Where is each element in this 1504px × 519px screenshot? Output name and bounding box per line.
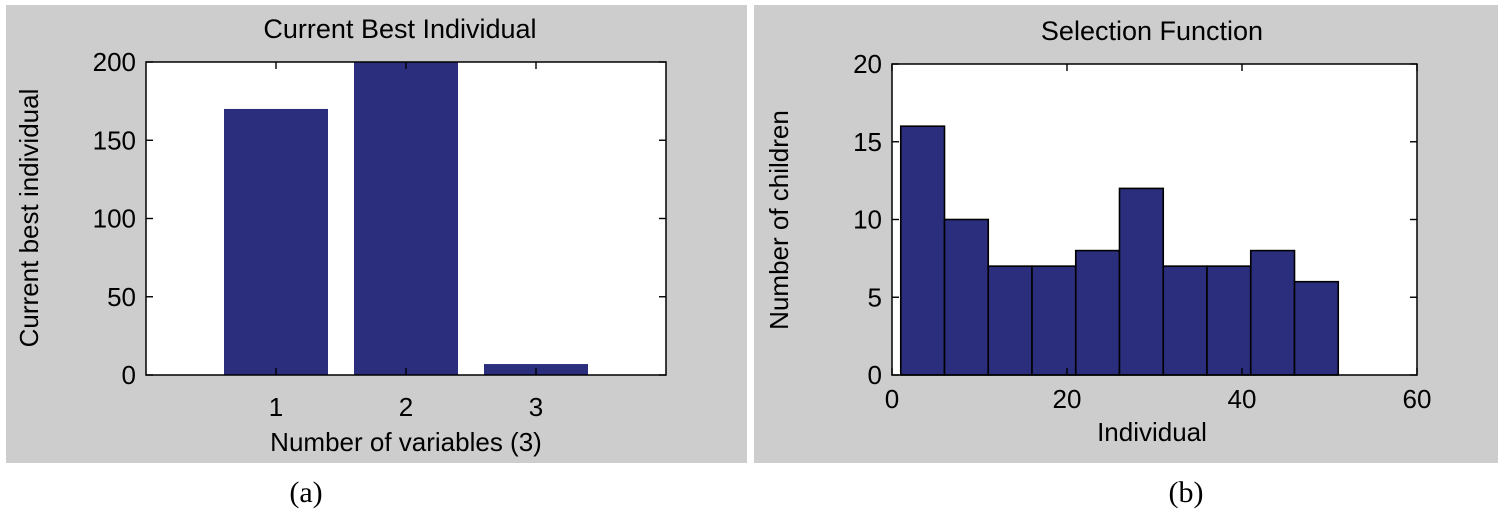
y-tick-label: 0 <box>868 360 882 390</box>
x-tick-label: 1 <box>269 392 283 422</box>
chart-title: Current Best Individual <box>263 14 536 44</box>
y-tick-label: 5 <box>868 282 882 312</box>
chart-panel-b: Selection Function 0 5 10 15 20 0 20 40 60 Indiv… <box>754 5 1498 463</box>
y-tick-label: 10 <box>853 205 882 235</box>
y-tick-label: 150 <box>93 125 136 155</box>
chart-title: Selection Function <box>1041 16 1263 46</box>
y-tick-label: 20 <box>853 49 882 79</box>
histogram-bar <box>1118 187 1165 376</box>
x-axis-label: Number of variables (3) <box>270 427 542 457</box>
x-tick-label: 20 <box>1053 384 1082 414</box>
histogram-bar <box>899 125 946 376</box>
x-tick-label: 40 <box>1228 384 1257 414</box>
bar <box>224 108 328 375</box>
y-tick-label: 15 <box>853 127 882 157</box>
x-tick-label: 60 <box>1403 384 1432 414</box>
x-tick-label: 2 <box>399 392 413 422</box>
y-axis-label: Number of children <box>764 110 794 330</box>
histogram-bar <box>987 265 1033 376</box>
y-tick-label: 200 <box>93 47 136 77</box>
x-axis-label: Individual <box>1097 417 1207 447</box>
y-tick-label: 100 <box>93 204 136 234</box>
chart-panel-a: Current Best Individual 0 50 100 150 200 1 2 3 … <box>6 5 747 463</box>
histogram-bar <box>1249 249 1296 376</box>
histogram-bar <box>1074 249 1121 376</box>
x-tick-label: 0 <box>885 384 899 414</box>
histogram-chart-b: Selection Function 0 5 10 15 20 0 20 40 60 Indiv… <box>764 16 1432 447</box>
caption-b: (b) <box>1168 476 1204 509</box>
y-axis-label: Current best individual <box>14 89 44 348</box>
histogram-bar <box>1031 265 1077 376</box>
histogram-bar <box>1206 265 1252 376</box>
histogram-bar <box>1162 265 1208 376</box>
y-tick-label: 0 <box>122 360 136 390</box>
y-tick-label: 50 <box>107 282 136 312</box>
histogram-bar <box>1293 280 1340 376</box>
x-tick-label: 3 <box>529 392 543 422</box>
bar <box>354 62 458 375</box>
caption-a: (a) <box>289 476 323 509</box>
histogram-bar <box>943 218 990 376</box>
